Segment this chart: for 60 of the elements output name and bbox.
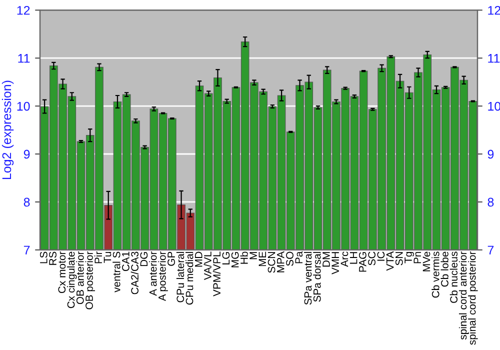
x-tick-label: MVe	[422, 252, 430, 272]
y-tick-label: 8	[24, 198, 30, 207]
x-tick-label: MPA	[277, 251, 284, 272]
x-tick-label: IC	[377, 252, 385, 261]
y-tick-label: 12	[17, 6, 30, 15]
x-tick-label: Pir	[94, 251, 102, 264]
y2-tick-label: 9	[488, 150, 494, 159]
y-tick-label: 10	[17, 102, 30, 111]
x-tick-label: VPM/VPL	[212, 252, 221, 296]
x-tick-label: LG	[222, 252, 230, 264]
y-tick-label: 7	[24, 246, 30, 254]
x-tick-label: CA2/CA3	[130, 252, 138, 294]
x-tick-label: DG	[140, 252, 148, 266]
x-tick-label: Cb nucleus	[450, 252, 458, 303]
x-tick-label: LS	[40, 252, 48, 264]
x-tick-label: DM	[322, 252, 330, 267]
x-tick-label: CPu medial	[186, 252, 194, 305]
x-tick-label: spinal cord posterior	[468, 251, 478, 345]
x-tick-label: ventral S	[112, 252, 120, 292]
x-tick-label: VA/VL	[204, 252, 212, 280]
y-tick-label: 11	[18, 54, 30, 63]
x-tick-label: spinal cord anterior	[458, 251, 469, 340]
x-tick-label: MD	[195, 252, 202, 267]
x-tick-label: SPa dorsal	[313, 252, 321, 302]
y-axis-title: Log2 (expression)	[2, 80, 14, 180]
x-tick-label: VMH	[332, 252, 339, 274]
x-tick-label: GP	[168, 252, 175, 266]
y2-tick-label: 7	[488, 246, 494, 254]
x-tick-label: SCN	[268, 252, 276, 273]
y-tick-label: 9	[24, 150, 30, 159]
x-tick-label: PAG	[358, 252, 366, 272]
x-tick-label: VTA	[386, 251, 394, 271]
x-tick-label: SO	[286, 252, 294, 266]
x-tick-label: CA1	[122, 252, 130, 272]
x-tick-label: SC	[368, 252, 376, 266]
x-tick-label: Hb	[240, 252, 248, 264]
x-tick-label: LH	[350, 252, 358, 264]
x-tick-label: Tu	[104, 252, 112, 263]
x-tick-label: Tg	[404, 252, 414, 264]
x-tick-label: M	[250, 252, 257, 260]
y2-tick-label: 8	[488, 198, 494, 207]
x-tick-label: CPu lateral	[176, 252, 184, 302]
x-tick-label: A posterior	[158, 251, 168, 302]
x-tick-label: ME	[258, 252, 266, 266]
x-tick-label: SPa ventral	[304, 252, 312, 305]
x-tick-label: Cb vermis	[432, 252, 440, 298]
x-tick-label: Arc	[340, 252, 348, 267]
x-tick-label: Cx cingulate	[67, 252, 77, 308]
x-tick-label: OB posterior	[85, 251, 95, 310]
x-tick-label: Pa	[295, 251, 303, 264]
x-tick-label: RS	[49, 252, 56, 265]
y2-tick-label: 12	[488, 6, 500, 15]
x-tick-label: Pn	[414, 252, 421, 264]
x-tick-label: SN	[395, 252, 403, 266]
x-tick-label: Cx motor	[58, 251, 66, 294]
x-tick-label: Cb lobe	[440, 252, 448, 287]
x-tick-label: MG	[231, 252, 239, 268]
x-tick-label: A anterior	[149, 251, 157, 296]
x-tick-label: OB anterior	[76, 251, 84, 304]
y2-tick-label: 11	[488, 54, 500, 63]
